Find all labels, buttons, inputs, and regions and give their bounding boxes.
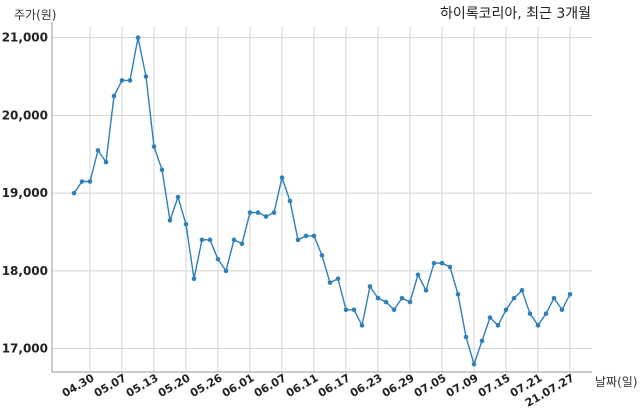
- data-point: [471, 361, 477, 367]
- data-point: [527, 311, 533, 316]
- data-point: [343, 307, 349, 313]
- data-point: [111, 93, 117, 99]
- x-tick-label: 06.17: [316, 371, 353, 400]
- data-point: [127, 78, 133, 83]
- price-series-line: [73, 37, 571, 367]
- chart-title: 하이록코리아, 최근 3개월: [440, 6, 591, 22]
- y-tick-label: 18,000: [2, 264, 48, 278]
- data-point: [231, 237, 237, 243]
- data-point: [463, 334, 469, 340]
- data-point: [311, 233, 317, 239]
- data-point: [351, 307, 357, 313]
- x-tick-label: 06.23: [348, 371, 385, 400]
- data-point: [135, 35, 141, 40]
- data-point: [215, 256, 221, 262]
- data-point: [455, 291, 461, 297]
- x-tick-label: 05.20: [156, 371, 193, 400]
- data-point: [95, 148, 101, 153]
- y-tick-label: 21,000: [2, 31, 48, 45]
- data-point: [415, 272, 421, 278]
- data-point: [503, 307, 509, 313]
- data-point: [303, 233, 309, 239]
- data-point: [71, 190, 77, 196]
- data-point: [431, 260, 437, 266]
- data-point: [375, 295, 381, 301]
- x-tick-label: 05.13: [124, 371, 161, 400]
- x-tick-label: 06.29: [380, 371, 417, 400]
- x-axis-label: 날짜(일): [595, 375, 637, 389]
- data-point: [287, 198, 293, 204]
- data-point: [487, 315, 493, 320]
- data-point: [535, 323, 541, 328]
- data-point: [335, 276, 341, 281]
- x-tick-label: 04.30: [60, 371, 97, 400]
- data-point: [263, 214, 269, 219]
- data-point: [183, 221, 189, 227]
- data-point: [359, 323, 365, 328]
- data-point: [551, 295, 557, 301]
- y-tick-labels: 17,000 18,000 19,000 20,000 21,000: [2, 31, 48, 356]
- axes: [51, 22, 592, 373]
- y-axis-label: 주가(원): [14, 8, 56, 22]
- data-point: [103, 159, 109, 165]
- data-point: [239, 241, 245, 247]
- data-point: [391, 307, 397, 313]
- x-tick-label: 05.26: [188, 371, 225, 400]
- data-point: [159, 167, 165, 173]
- data-point: [479, 338, 485, 344]
- data-point: [255, 210, 261, 215]
- grid: [52, 26, 592, 372]
- x-tick-label: 06.01: [220, 371, 257, 400]
- y-tick-label: 19,000: [2, 186, 48, 200]
- data-point: [151, 144, 157, 149]
- data-point: [207, 237, 213, 243]
- data-point: [191, 276, 197, 281]
- x-tick-label: 07.05: [412, 371, 449, 400]
- data-point: [383, 299, 389, 305]
- x-tick-label: 07.09: [444, 371, 481, 400]
- data-point: [167, 218, 173, 223]
- data-point: [319, 253, 325, 258]
- data-point: [295, 237, 301, 243]
- data-point: [247, 210, 253, 215]
- data-point: [543, 311, 549, 316]
- data-point: [279, 175, 285, 180]
- data-point: [79, 179, 85, 184]
- data-point: [199, 237, 205, 243]
- data-point: [407, 299, 413, 305]
- data-point: [223, 268, 229, 274]
- x-tick-labels: 04.3005.0705.1305.2005.2606.0106.0706.11…: [60, 371, 577, 410]
- data-point: [511, 295, 517, 301]
- series-group: [71, 35, 573, 367]
- data-point: [447, 264, 453, 270]
- x-tick-label: 06.07: [252, 371, 289, 400]
- y-tick-label: 17,000: [2, 342, 48, 356]
- data-point: [439, 260, 445, 266]
- data-point: [87, 179, 93, 184]
- data-point: [559, 307, 565, 313]
- data-point: [399, 295, 405, 301]
- x-tick-label: 05.07: [92, 371, 129, 400]
- data-point: [495, 323, 501, 328]
- data-point: [367, 284, 373, 289]
- data-point: [423, 288, 429, 293]
- x-tick-label: 06.11: [284, 371, 321, 400]
- data-point: [327, 280, 333, 285]
- data-point: [175, 194, 181, 200]
- data-point: [119, 78, 125, 83]
- x-tick-label: 07.15: [476, 371, 513, 400]
- data-point: [271, 210, 277, 215]
- data-point: [567, 291, 573, 297]
- data-point: [143, 74, 149, 79]
- y-tick-label: 20,000: [2, 108, 48, 122]
- data-point: [519, 288, 525, 293]
